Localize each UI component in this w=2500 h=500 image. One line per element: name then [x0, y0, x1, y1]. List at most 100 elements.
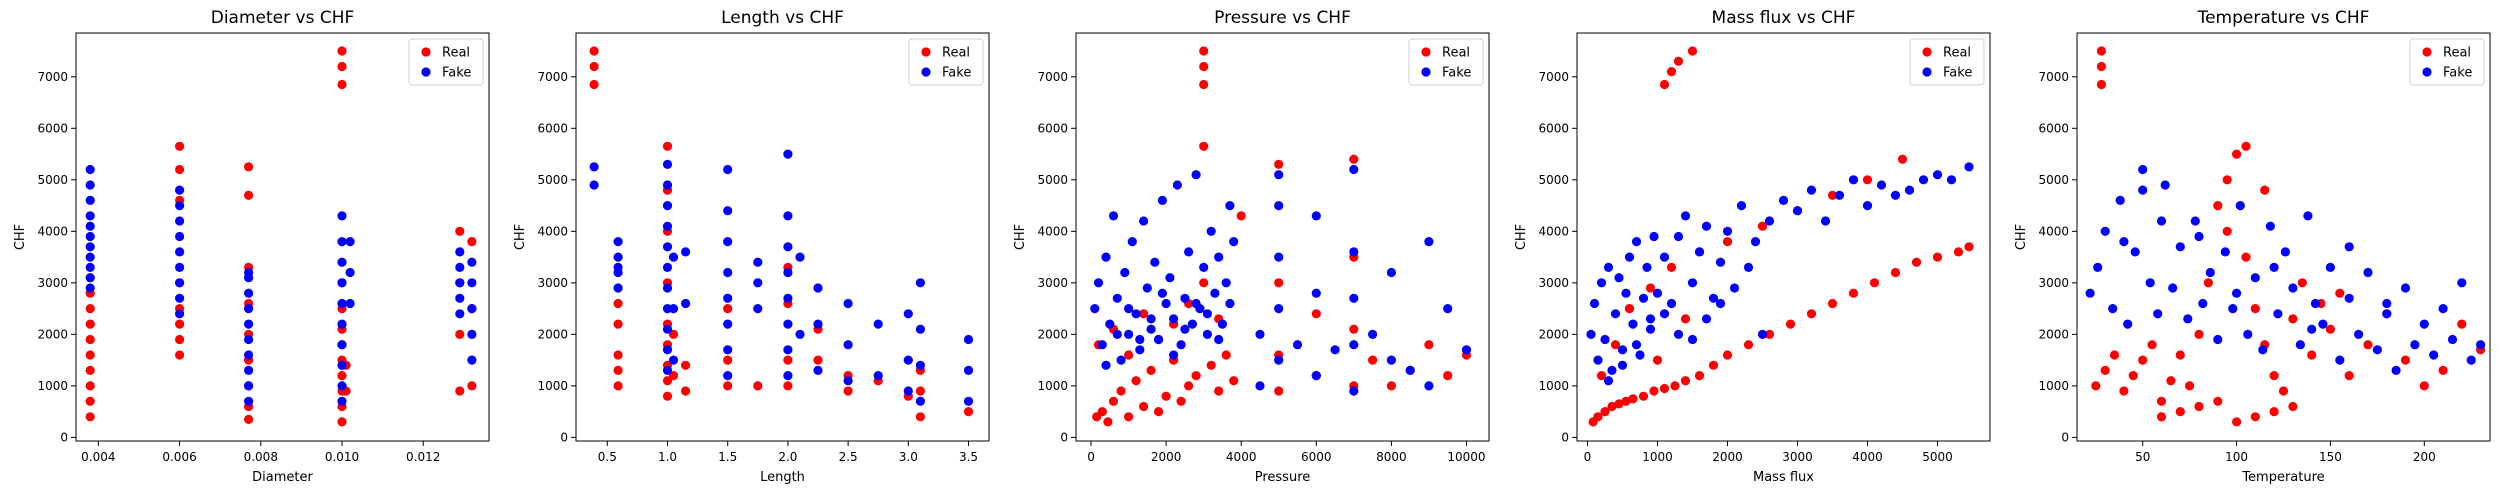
- point-fake: [2130, 247, 2140, 257]
- point-fake: [1405, 365, 1415, 375]
- y-tick-label: 3000: [2038, 276, 2069, 290]
- point-fake: [2123, 319, 2133, 329]
- point-real: [2175, 350, 2185, 360]
- point-real: [1184, 381, 1194, 391]
- point-fake: [1687, 278, 1698, 288]
- point-fake: [1214, 252, 1224, 262]
- point-fake: [915, 278, 926, 288]
- point-real: [613, 319, 623, 329]
- y-axis-label: CHF: [2014, 224, 2029, 250]
- point-fake: [723, 164, 733, 175]
- point-fake: [963, 396, 974, 406]
- point-real: [1199, 61, 1209, 72]
- point-fake: [2160, 180, 2170, 190]
- point-fake: [85, 231, 95, 242]
- point-fake: [1631, 237, 1642, 247]
- point-fake: [783, 319, 793, 329]
- point-fake: [337, 211, 347, 221]
- point-real: [337, 79, 347, 90]
- point-real: [85, 334, 95, 345]
- point-fake: [337, 237, 347, 247]
- point-fake: [795, 329, 805, 339]
- point-fake: [1586, 329, 1596, 339]
- point-fake: [1274, 201, 1284, 211]
- point-fake: [843, 340, 853, 350]
- point-fake: [1694, 247, 1705, 257]
- y-tick-label: 1000: [1538, 379, 1569, 393]
- point-real: [175, 334, 185, 345]
- point-fake: [681, 298, 691, 309]
- y-tick-label: 0: [1561, 430, 1569, 444]
- point-fake: [723, 237, 733, 247]
- point-real: [1827, 298, 1838, 309]
- point-fake: [1199, 262, 1209, 272]
- point-real: [85, 381, 95, 391]
- x-tick-label: 2000: [1712, 450, 1743, 464]
- point-fake: [1673, 329, 1684, 339]
- point-fake: [1255, 381, 1265, 391]
- point-real: [1666, 67, 1677, 77]
- point-real: [2100, 365, 2110, 375]
- point-real: [1214, 386, 1224, 396]
- point-fake: [1274, 355, 1284, 365]
- point-real: [613, 298, 623, 309]
- point-fake: [337, 319, 347, 329]
- point-real: [1311, 309, 1321, 319]
- y-tick-label: 0: [560, 430, 568, 444]
- point-fake: [2228, 304, 2238, 314]
- point-fake: [1187, 319, 1197, 329]
- point-real: [1827, 190, 1838, 200]
- point-real: [337, 46, 347, 56]
- x-axis-label: Length: [760, 470, 805, 485]
- y-tick-label: 2000: [1037, 327, 1068, 341]
- point-fake: [903, 355, 913, 365]
- point-real: [337, 371, 347, 381]
- point-fake: [915, 396, 926, 406]
- point-real: [1932, 252, 1943, 262]
- point-real: [2203, 278, 2213, 288]
- point-fake: [1101, 252, 1111, 262]
- point-fake: [1708, 293, 1719, 303]
- axes-frame: [1075, 32, 1490, 442]
- point-fake: [795, 252, 805, 262]
- point-real: [1869, 278, 1880, 288]
- point-real: [1229, 376, 1239, 386]
- point-fake: [2344, 293, 2354, 303]
- point-fake: [2325, 262, 2335, 272]
- point-fake: [337, 257, 347, 267]
- point-fake: [85, 180, 95, 190]
- point-real: [1722, 350, 1733, 360]
- point-real: [1593, 412, 1603, 422]
- point-real: [2278, 386, 2289, 396]
- point-real: [1176, 396, 1186, 406]
- point-real: [1199, 278, 1209, 288]
- point-fake: [1210, 288, 1220, 298]
- point-real: [337, 61, 347, 72]
- point-fake: [337, 396, 347, 406]
- legend: Real Fake: [1408, 38, 1484, 86]
- x-tick-label: 2000: [1151, 450, 1182, 464]
- point-fake: [903, 309, 913, 319]
- point-fake: [1108, 211, 1119, 221]
- x-tick-label: 150: [2319, 450, 2342, 464]
- y-axis-label: CHF: [1013, 224, 1028, 250]
- point-fake: [2363, 267, 2373, 278]
- point-fake: [1311, 371, 1321, 381]
- point-fake: [1722, 226, 1733, 236]
- point-fake: [1624, 252, 1635, 262]
- point-fake: [85, 221, 95, 231]
- point-fake: [723, 267, 733, 278]
- point-real: [244, 414, 254, 424]
- point-fake: [467, 329, 477, 339]
- point-real: [1614, 399, 1624, 409]
- legend: Real Fake: [408, 38, 484, 86]
- point-real: [1221, 350, 1231, 360]
- point-fake: [85, 273, 95, 283]
- x-axis-label: Mass flux: [1753, 470, 1814, 485]
- point-fake: [2258, 345, 2268, 355]
- y-tick-label: 3000: [537, 276, 568, 290]
- point-real: [175, 164, 185, 175]
- x-tick-label: 0.012: [406, 450, 440, 464]
- point-fake: [1862, 201, 1873, 211]
- point-fake: [1146, 314, 1156, 324]
